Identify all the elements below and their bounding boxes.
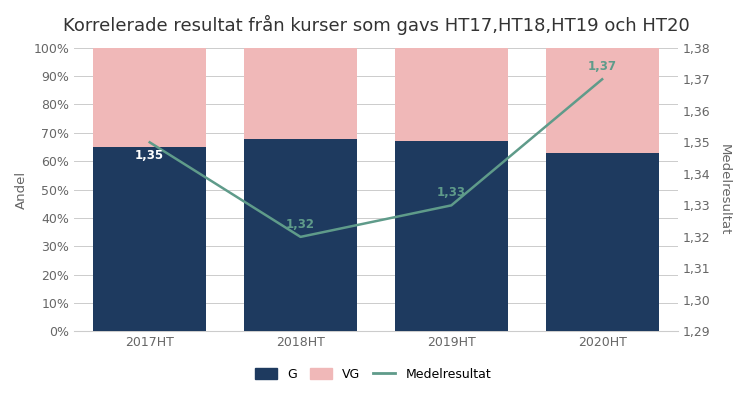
Bar [93,48,206,147]
Legend: G, VG, Medelresultat: G, VG, Medelresultat [250,363,496,386]
Bar [244,48,357,139]
Bar [545,153,659,331]
Text: 1,35: 1,35 [135,148,164,162]
Bar [545,48,659,153]
Bar [93,147,206,331]
Text: 1,33: 1,33 [437,186,466,199]
Y-axis label: Medelresultat: Medelresultat [718,144,731,235]
Y-axis label: Andel: Andel [15,171,28,209]
Bar [244,139,357,331]
Text: 1,37: 1,37 [588,60,617,73]
Title: Korrelerade resultat från kurser som gavs HT17,HT18,HT19 och HT20: Korrelerade resultat från kurser som gav… [63,15,689,35]
Bar [395,48,508,141]
Text: 1,32: 1,32 [286,217,315,230]
Bar [395,141,508,331]
